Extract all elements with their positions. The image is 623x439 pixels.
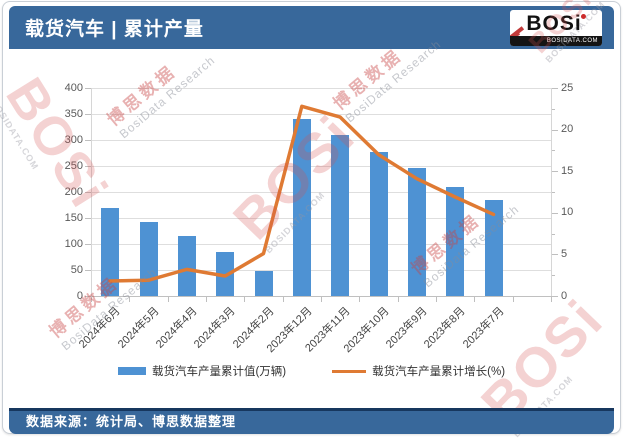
left-axis-tick-label: 350: [64, 107, 83, 120]
x-axis-tick: [321, 297, 322, 302]
right-axis-tick-label: 0: [561, 289, 568, 302]
x-axis-tick: [512, 297, 514, 302]
x-axis-tick: [282, 297, 284, 302]
left-axis-tick: [85, 166, 91, 167]
gridline: [91, 88, 551, 89]
x-axis-tick: [91, 297, 92, 302]
logo-site-label: BOSIDATA.COM: [510, 35, 602, 46]
bar-swatch-icon: [117, 367, 146, 375]
right-axis-minor-tick: [552, 108, 555, 110]
left-axis-tick-label: 150: [64, 211, 83, 224]
right-axis-line: [551, 88, 552, 296]
right-axis-tick-label: 20: [561, 123, 574, 136]
left-axis-tick: [85, 192, 91, 193]
bar: [446, 186, 465, 296]
bar: [407, 167, 426, 296]
footer-bar: 数据来源：统计局、博思数据整理: [9, 408, 614, 434]
legend-item-line: 载货汽车产量累计增长(%): [332, 363, 505, 379]
bar: [484, 199, 503, 296]
x-axis-tick: [129, 297, 131, 302]
bar: [216, 252, 235, 296]
left-axis-tick: [85, 114, 91, 115]
right-axis-minor-tick: [552, 150, 555, 152]
legend: 载货汽车产量累计值(万辆) 载货汽车产量累计增长(%): [3, 363, 620, 379]
right-axis-minor-tick: [552, 233, 555, 235]
bar: [177, 236, 196, 296]
bar: [254, 271, 273, 296]
page-title: 载货汽车 | 累计产量: [25, 19, 204, 40]
left-axis-tick: [85, 270, 91, 271]
left-axis-tick-label: 100: [64, 237, 83, 250]
right-axis-tick: [552, 212, 558, 214]
bosi-logo: BOSi BOSIDATA.COM: [510, 9, 602, 46]
legend-label-bar: 载货汽车产量累计值(万辆): [151, 366, 287, 378]
gridline: [91, 218, 551, 219]
bar: [101, 207, 120, 296]
right-axis-tick: [552, 129, 558, 131]
gridline: [91, 244, 551, 245]
x-axis-tick: [359, 297, 361, 302]
legend-label-line: 载货汽车产量累计增长(%): [372, 366, 506, 378]
bar: [331, 135, 350, 296]
gridline: [91, 270, 551, 271]
left-axis-tick: [85, 218, 91, 219]
right-axis-tick: [552, 296, 558, 297]
right-axis-minor-tick: [552, 192, 555, 193]
x-axis-line: [91, 296, 552, 297]
right-axis-tick-label: 10: [561, 206, 574, 219]
left-axis-tick: [85, 140, 91, 141]
header-bar: 载货汽车 | 累计产量 BOSi BOSIDATA.COM: [9, 6, 614, 49]
data-source: 数据来源：统计局、博思数据整理: [26, 414, 237, 429]
logo-wordmark: BOSi: [526, 11, 582, 35]
bar: [139, 222, 158, 296]
left-axis-tick-label: 0: [76, 289, 83, 302]
left-axis-tick-label: 300: [64, 133, 83, 146]
gridline: [91, 140, 551, 141]
right-axis-tick-label: 5: [561, 247, 568, 260]
x-axis-tick: [397, 297, 399, 302]
x-axis-tick: [551, 297, 552, 302]
left-axis-tick: [85, 88, 91, 89]
x-axis-tick: [474, 297, 476, 302]
left-axis-tick-label: 400: [64, 81, 83, 94]
x-axis-tick: [436, 297, 437, 302]
left-axis-tick-label: 250: [64, 159, 83, 172]
right-axis-tick: [552, 88, 558, 89]
gridline: [91, 166, 551, 167]
left-axis-tick-label: 200: [64, 185, 83, 198]
logo-dot-icon: [581, 13, 586, 19]
left-axis-tick: [85, 296, 91, 297]
x-axis-tick: [244, 297, 246, 302]
line-swatch-icon: [332, 369, 367, 373]
bar: [369, 151, 388, 296]
left-axis-line: [91, 88, 92, 296]
left-axis-tick-label: 50: [70, 263, 83, 276]
left-axis-tick: [85, 244, 91, 245]
legend-item-bar: 载货汽车产量累计值(万辆): [117, 363, 287, 379]
gridline: [91, 114, 551, 115]
gridline: [91, 192, 551, 193]
right-axis-minor-tick: [552, 275, 555, 277]
right-axis-tick-label: 15: [561, 164, 574, 177]
right-axis-tick-label: 25: [561, 81, 574, 94]
x-axis-tick: [206, 297, 207, 302]
x-axis-tick: [167, 297, 169, 302]
right-axis-tick: [552, 254, 558, 256]
bar: [292, 119, 311, 296]
right-axis-tick: [552, 171, 558, 173]
